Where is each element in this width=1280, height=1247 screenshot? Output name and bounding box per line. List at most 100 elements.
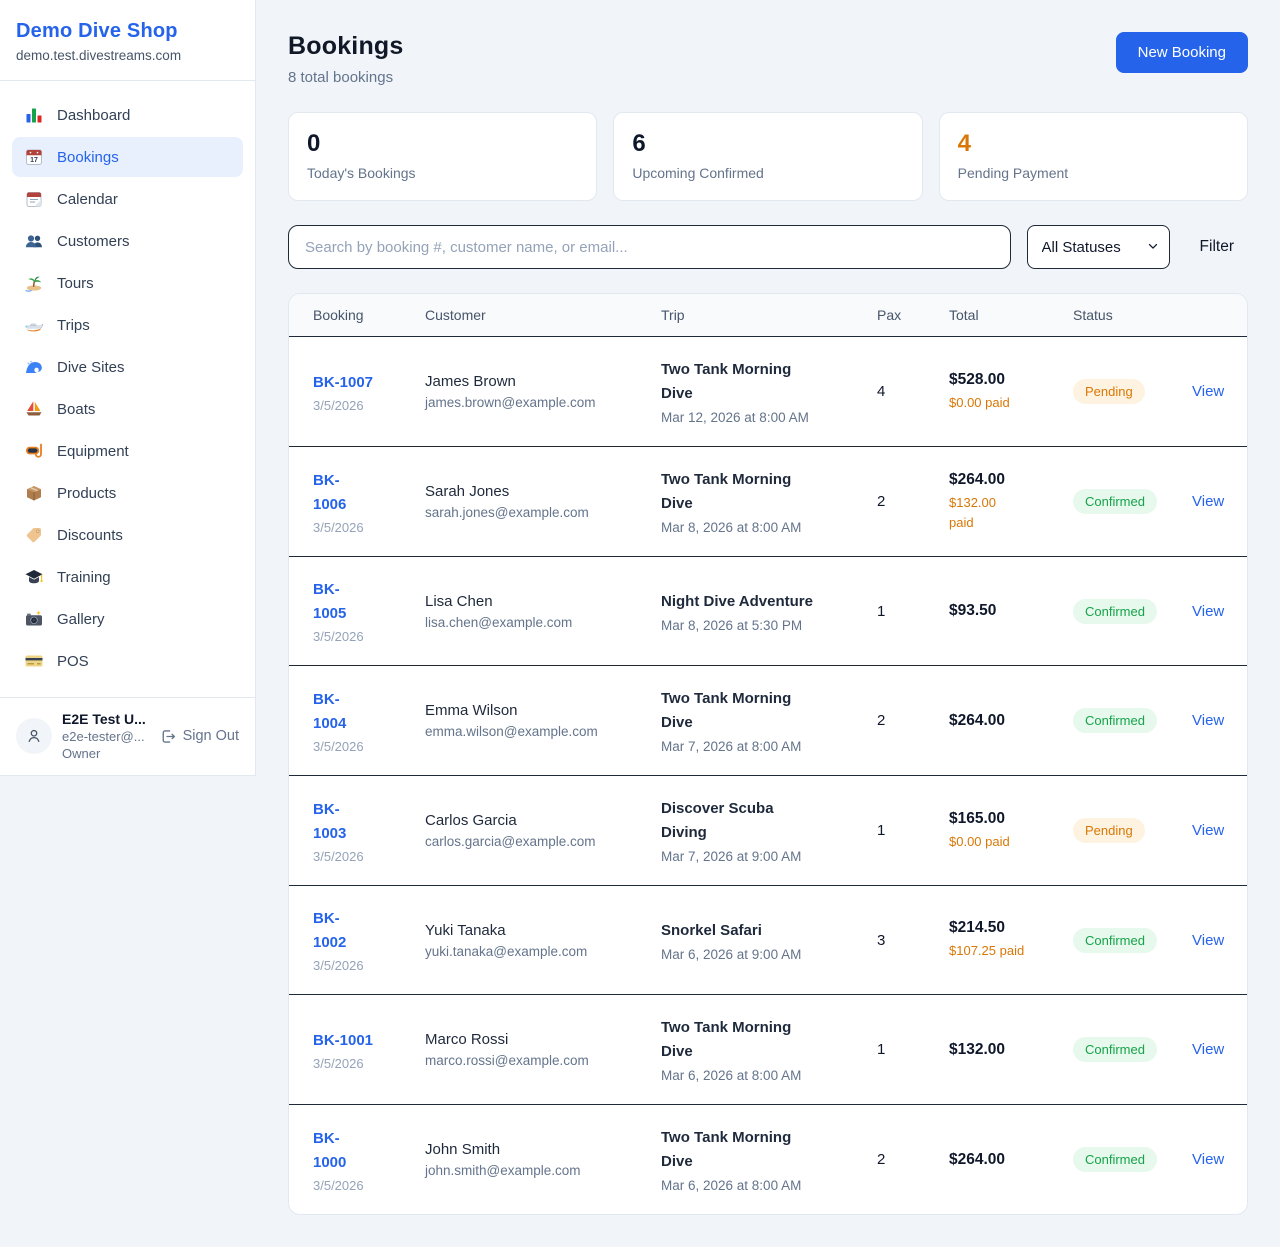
sidebar: Demo Dive Shop demo.test.divestreams.com… (0, 0, 256, 776)
island-icon (24, 273, 44, 293)
stat-value: 0 (307, 130, 321, 157)
search-input[interactable] (288, 225, 1011, 269)
trip-datetime: Mar 8, 2026 at 5:30 PM (661, 617, 803, 633)
stat-value: 4 (957, 130, 972, 157)
trip-name: Snorkel Safari (661, 921, 762, 939)
speedboat-icon (24, 315, 44, 335)
pax-count: 4 (877, 383, 886, 400)
sidebar-nav: Dashboard 17 Bookings Calendar Customers Tour… (0, 81, 255, 697)
sidebar-item-label: Boats (57, 400, 96, 418)
pax-count: 2 (877, 1151, 886, 1168)
pax-count: 1 (877, 822, 886, 839)
tear-calendar-icon (24, 189, 44, 209)
sidebar-item-label: Customers (57, 232, 130, 250)
table-row: BK- 1006 3/5/2026 Sarah Jones sarah.jone… (289, 446, 1247, 556)
view-link[interactable]: View (1192, 712, 1225, 729)
sidebar-item-gallery[interactable]: Gallery (12, 599, 243, 639)
booking-id-link[interactable]: BK- 1006 (313, 471, 347, 513)
view-link[interactable]: View (1192, 931, 1225, 949)
status-badge: Confirmed (1073, 489, 1157, 514)
booking-id-link[interactable]: BK-1007 (313, 373, 374, 391)
status-badge: Confirmed (1073, 1037, 1157, 1062)
user-meta: E2E Test U... e2e-tester@... Owner (62, 711, 149, 761)
table-row: BK-1001 3/5/2026 Marco Rossi marco.rossi… (289, 994, 1247, 1104)
trip-name: Two Tank Morning Dive (661, 1129, 792, 1170)
status-badge: Confirmed (1073, 1147, 1157, 1172)
main-content: Bookings 8 total bookings New Booking 0 … (256, 0, 1280, 1247)
view-link[interactable]: View (1192, 822, 1225, 839)
sidebar-item-boats[interactable]: Boats (12, 389, 243, 429)
trip-datetime: Mar 8, 2026 at 8:00 AM (661, 520, 802, 535)
sidebar-item-tours[interactable]: Tours (12, 263, 243, 303)
total-amount: $528.00 (949, 370, 1006, 388)
total-amount: $264.00 (949, 1150, 1006, 1168)
table-row: BK- 1000 3/5/2026 John Smith john.smith@… (289, 1104, 1247, 1214)
booking-date: 3/5/2026 (313, 738, 364, 754)
paid-amount: $0.00 paid (949, 394, 1010, 410)
view-link[interactable]: View (1192, 1041, 1225, 1058)
sidebar-item-label: Gallery (57, 610, 105, 628)
table-body: BK-1007 3/5/2026 James Brown james.brown… (289, 337, 1247, 1214)
booking-date: 3/5/2026 (313, 519, 364, 535)
sign-out-button[interactable]: Sign Out (159, 728, 239, 745)
column-header: Pax (877, 307, 902, 323)
new-booking-button[interactable]: New Booking (1115, 32, 1248, 73)
status-badge: Confirmed (1073, 598, 1157, 624)
status-select[interactable]: All Statuses (1026, 225, 1170, 269)
booking-id-link[interactable]: BK- 1003 (313, 800, 347, 842)
view-link[interactable]: View (1192, 383, 1225, 400)
trip-datetime: Mar 6, 2026 at 8:00 AM (661, 1068, 802, 1083)
view-link[interactable]: View (1192, 493, 1225, 510)
sidebar-item-training[interactable]: Training (12, 557, 243, 597)
booking-date: 3/5/2026 (313, 1177, 364, 1193)
sidebar-item-customers[interactable]: Customers (12, 221, 243, 261)
paid-amount: $107.25 paid (949, 943, 1025, 959)
filter-button[interactable]: Filter (1186, 230, 1248, 264)
booking-id-link[interactable]: BK- 1000 (313, 1129, 347, 1171)
sidebar-item-calendar[interactable]: Calendar (12, 179, 243, 219)
sidebar-item-dive-sites[interactable]: Dive Sites (12, 347, 243, 387)
status-badge: Confirmed (1073, 708, 1157, 733)
customer-name: Lisa Chen (425, 592, 493, 610)
sidebar-item-products[interactable]: Products (12, 473, 243, 513)
booking-date: 3/5/2026 (313, 958, 364, 973)
page-title: Bookings (288, 32, 404, 60)
trip-datetime: Mar 7, 2026 at 9:00 AM (661, 849, 802, 864)
sailboat-icon (24, 399, 44, 419)
view-link[interactable]: View (1192, 602, 1225, 620)
booking-id-link[interactable]: BK- 1005 (313, 581, 347, 622)
table-row: BK- 1005 3/5/2026 Lisa Chen lisa.chen@ex… (289, 556, 1247, 665)
pax-count: 2 (877, 493, 886, 510)
sidebar-item-label: Equipment (57, 442, 129, 460)
customer-email: lisa.chen@example.com (425, 614, 573, 630)
sidebar-item-label: Dashboard (57, 106, 131, 124)
paid-amount: $132.00 paid (949, 495, 996, 530)
booking-date: 3/5/2026 (313, 629, 364, 644)
stat-label: Today's Bookings (307, 165, 416, 181)
booking-date: 3/5/2026 (313, 848, 364, 864)
sidebar-item-pos[interactable]: POS (12, 641, 243, 681)
booking-id-link[interactable]: BK-1001 (313, 1031, 374, 1049)
calendar-date-icon: 17 (24, 147, 44, 167)
avatar (16, 718, 52, 754)
view-link[interactable]: View (1192, 1151, 1225, 1168)
sidebar-item-discounts[interactable]: Discounts (12, 515, 243, 555)
booking-id-link[interactable]: BK- 1002 (313, 910, 347, 951)
trip-name: Discover Scuba Diving (661, 800, 774, 841)
logo-block: Demo Dive Shop demo.test.divestreams.com (0, 0, 255, 81)
booking-date: 3/5/2026 (313, 1055, 364, 1071)
person-icon (28, 729, 40, 743)
sidebar-item-equipment[interactable]: Equipment (12, 431, 243, 471)
sidebar-item-trips[interactable]: Trips (12, 305, 243, 345)
customer-email: john.smith@example.com (425, 1163, 581, 1178)
sidebar-item-dashboard[interactable]: Dashboard (12, 95, 243, 135)
diving-mask-icon (24, 441, 44, 461)
customer-email: yuki.tanaka@example.com (425, 943, 588, 959)
customer-email: marco.rossi@example.com (425, 1053, 589, 1068)
column-header (1192, 302, 1223, 328)
booking-id-link[interactable]: BK- 1004 (313, 690, 347, 732)
sidebar-item-label: Calendar (57, 190, 118, 208)
trip-datetime: Mar 12, 2026 at 8:00 AM (661, 410, 809, 425)
sidebar-item-label: Bookings (57, 148, 119, 166)
sidebar-item-bookings[interactable]: 17 Bookings (12, 137, 243, 177)
